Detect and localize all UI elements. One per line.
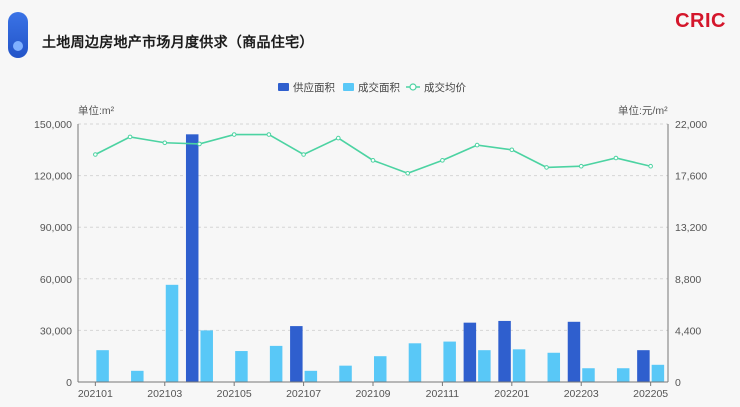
price-point bbox=[370, 158, 376, 163]
price-point bbox=[613, 155, 619, 161]
bar-deal bbox=[443, 341, 456, 382]
bar-deal bbox=[165, 284, 179, 382]
bars bbox=[96, 134, 665, 382]
left-tick-label: 60,000 bbox=[40, 274, 72, 286]
bar-supply bbox=[185, 134, 199, 382]
legend: 供应面积 成交面积 成交均价 bbox=[278, 81, 466, 94]
price-point bbox=[405, 170, 411, 176]
bar-deal bbox=[131, 370, 144, 382]
right-tick-label: 0 bbox=[675, 377, 681, 389]
bar-deal bbox=[269, 345, 283, 382]
x-tick-label: 202109 bbox=[355, 388, 390, 400]
pill-dot bbox=[13, 41, 23, 51]
price-point bbox=[162, 140, 168, 146]
price-point bbox=[197, 141, 202, 147]
bar-deal bbox=[339, 365, 352, 382]
bar-supply bbox=[567, 321, 581, 382]
legend-label-supply: 供应面积 bbox=[293, 81, 335, 94]
right-tick-label: 8,800 bbox=[675, 274, 701, 286]
bar-supply bbox=[498, 320, 511, 382]
price-point bbox=[127, 134, 133, 140]
price-point bbox=[335, 135, 341, 141]
bar-deal bbox=[651, 364, 665, 382]
right-tick-label: 22,000 bbox=[675, 119, 707, 131]
price-point bbox=[440, 158, 445, 163]
bar-deal bbox=[582, 368, 595, 382]
bar-deal bbox=[304, 370, 318, 382]
x-tick-label: 202111 bbox=[426, 388, 460, 400]
legend-label-price: 成交均价 bbox=[424, 81, 466, 94]
price-point bbox=[301, 152, 306, 157]
legend-swatch-price-dot bbox=[409, 83, 417, 91]
bar-deal bbox=[547, 352, 561, 382]
cric-logo: CRIC bbox=[675, 10, 726, 32]
price-point bbox=[648, 163, 653, 169]
bar-deal bbox=[200, 330, 213, 382]
x-tick-label: 202203 bbox=[564, 388, 599, 400]
price-point bbox=[231, 132, 237, 137]
price-polyline bbox=[94, 133, 651, 175]
bar-deal bbox=[235, 351, 248, 382]
left-tick-label: 30,000 bbox=[40, 325, 72, 337]
page-title: 土地周边房地产市场月度供求（商品住宅） bbox=[42, 34, 314, 50]
right-tick-label: 17,600 bbox=[675, 171, 707, 183]
left-tick-label: 0 bbox=[66, 377, 72, 389]
left-tick-label: 150,000 bbox=[34, 119, 72, 131]
x-tick-label: 202107 bbox=[286, 388, 321, 400]
bar-deal bbox=[408, 343, 422, 382]
x-tick-label: 202103 bbox=[147, 388, 182, 400]
right-axis-ticks: 0 4,400 8,800 13,200 17,600 22,000 bbox=[675, 119, 707, 389]
price-point bbox=[266, 132, 272, 137]
bar-deal bbox=[478, 350, 491, 382]
price-point bbox=[578, 163, 584, 169]
price-point bbox=[93, 152, 98, 157]
bar-supply bbox=[637, 350, 650, 382]
x-tick-label: 202205 bbox=[633, 388, 668, 400]
x-tick-label: 202105 bbox=[217, 388, 252, 400]
price-point bbox=[474, 142, 480, 148]
bar-deal bbox=[374, 356, 387, 382]
price-point bbox=[544, 165, 549, 170]
left-axis-ticks: 0 30,000 60,000 90,000 120,000 150,000 bbox=[34, 119, 72, 389]
bar-deal bbox=[616, 368, 630, 382]
legend-swatch-supply bbox=[278, 83, 289, 91]
bar-supply bbox=[290, 326, 303, 382]
brand-pill-icon bbox=[8, 12, 28, 58]
right-axis-unit: 单位:元/m² bbox=[618, 104, 668, 117]
left-tick-label: 90,000 bbox=[40, 222, 72, 234]
price-line bbox=[93, 132, 653, 176]
bar-supply bbox=[463, 322, 477, 382]
bar-deal bbox=[512, 349, 526, 382]
legend-swatch-deal bbox=[343, 83, 354, 91]
left-tick-label: 120,000 bbox=[34, 171, 72, 183]
x-axis: 202101 202103 202105 202107 202109 202111 2022… bbox=[77, 124, 669, 400]
bar-deal bbox=[96, 350, 109, 382]
price-point bbox=[509, 147, 515, 153]
x-tick-label: 202201 bbox=[494, 388, 529, 400]
left-axis-unit: 单位:m² bbox=[78, 104, 115, 117]
x-tick-label: 202101 bbox=[78, 388, 113, 400]
right-tick-label: 4,400 bbox=[675, 325, 701, 337]
legend-label-deal: 成交面积 bbox=[358, 81, 400, 94]
right-tick-label: 13,200 bbox=[675, 222, 707, 234]
